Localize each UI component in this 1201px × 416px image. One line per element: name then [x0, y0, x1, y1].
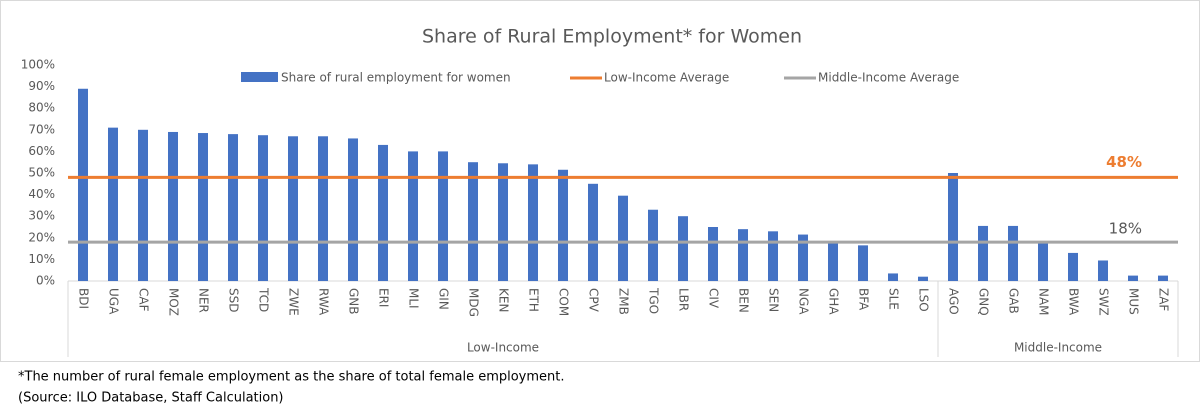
bar	[288, 136, 298, 281]
x-tick-label: NAM	[1037, 288, 1051, 316]
bar	[1128, 275, 1138, 281]
bar	[318, 136, 328, 281]
y-tick-label: 10%	[28, 252, 55, 266]
bar	[768, 231, 778, 281]
bar	[648, 209, 658, 281]
x-tick-label: NER	[197, 288, 211, 313]
x-tick-label: ETH	[527, 288, 541, 312]
x-tick-label: GHA	[827, 288, 841, 315]
bar	[228, 134, 238, 281]
x-tick-label: SSD	[227, 288, 241, 312]
bar	[258, 135, 268, 281]
bar	[108, 127, 118, 281]
y-tick-label: 50%	[28, 166, 55, 180]
y-tick-label: 60%	[28, 144, 55, 158]
y-tick-label: 80%	[28, 101, 55, 115]
bar	[378, 144, 388, 281]
bar	[558, 169, 568, 281]
x-tick-label: MOZ	[167, 288, 181, 316]
x-tick-label: SEN	[767, 288, 781, 312]
x-tick-label: GNB	[347, 288, 361, 315]
x-tick-label: CPV	[587, 288, 601, 313]
bar	[708, 227, 718, 281]
bar	[1068, 252, 1078, 281]
bar	[678, 216, 688, 281]
x-tick-label: MLI	[407, 288, 421, 309]
x-tick-label: SWZ	[1097, 288, 1111, 316]
bar	[918, 276, 928, 281]
y-tick-label: 0%	[36, 274, 55, 288]
bar	[948, 173, 958, 281]
bar	[78, 88, 88, 281]
bar	[198, 133, 208, 281]
x-tick-label: GIN	[437, 288, 451, 310]
reference-label: 18%	[1109, 220, 1142, 238]
bar	[1038, 242, 1048, 281]
bar	[1098, 260, 1108, 281]
reference-label: 48%	[1106, 153, 1142, 171]
x-tick-label: ERI	[377, 288, 391, 307]
x-tick-label: GAB	[1007, 288, 1021, 314]
x-tick-label: GNQ	[977, 288, 991, 316]
x-tick-label: SLE	[887, 288, 901, 310]
bar	[828, 242, 838, 281]
bar	[498, 163, 508, 281]
x-tick-label: LBR	[677, 288, 691, 311]
x-tick-label: BEN	[737, 288, 751, 313]
x-tick-label: MDG	[467, 288, 481, 317]
legend-label: Low-Income Average	[604, 71, 729, 85]
footnote: *The number of rural female employment a…	[18, 370, 565, 385]
y-tick-label: 20%	[28, 230, 55, 244]
x-tick-label: UGA	[107, 288, 121, 315]
x-tick-label: RWA	[317, 288, 331, 316]
x-tick-label: ZAF	[1157, 288, 1171, 311]
x-tick-label: BWA	[1067, 288, 1081, 316]
x-tick-label: KEN	[497, 288, 511, 312]
x-tick-label: LSO	[917, 288, 931, 312]
bar	[798, 234, 808, 281]
x-tick-label: MUS	[1127, 288, 1141, 315]
bar	[888, 273, 898, 281]
bar	[618, 195, 628, 281]
y-tick-label: 30%	[28, 209, 55, 223]
legend-label: Middle-Income Average	[818, 71, 959, 85]
x-tick-label: CAF	[137, 288, 151, 312]
x-tick-label: TCD	[257, 287, 271, 312]
y-tick-label: 70%	[28, 122, 55, 136]
x-tick-label: ZMB	[617, 288, 631, 315]
y-tick-label: 90%	[28, 79, 55, 93]
bar	[138, 129, 148, 281]
x-tick-label: AGO	[947, 288, 961, 315]
bar	[528, 164, 538, 281]
y-tick-label: 40%	[28, 187, 55, 201]
bar	[1158, 275, 1168, 281]
bar	[438, 151, 448, 281]
bar	[348, 138, 358, 281]
x-tick-label: BFA	[857, 288, 871, 311]
x-tick-label: NGA	[797, 288, 811, 315]
bar	[408, 151, 418, 281]
bar	[978, 225, 988, 281]
x-tick-label: COM	[557, 288, 571, 316]
bar	[468, 162, 478, 281]
x-tick-label: TGO	[647, 287, 661, 314]
x-tick-label: ZWE	[287, 288, 301, 316]
x-tick-label: BDI	[77, 288, 91, 309]
bar	[1008, 225, 1018, 281]
bar	[588, 183, 598, 281]
y-tick-label: 100%	[21, 58, 55, 72]
legend-swatch	[241, 72, 278, 82]
group-label: Middle-Income	[1014, 341, 1102, 355]
bar	[858, 245, 868, 281]
legend-label: Share of rural employment for women	[281, 71, 511, 85]
source-note: (Source: ILO Database, Staff Calculation…	[18, 391, 284, 406]
x-tick-label: CIV	[707, 288, 721, 309]
bar	[168, 131, 178, 281]
group-label: Low-Income	[467, 341, 539, 355]
bar	[738, 229, 748, 281]
chart-title: Share of Rural Employment* for Women	[422, 26, 802, 48]
